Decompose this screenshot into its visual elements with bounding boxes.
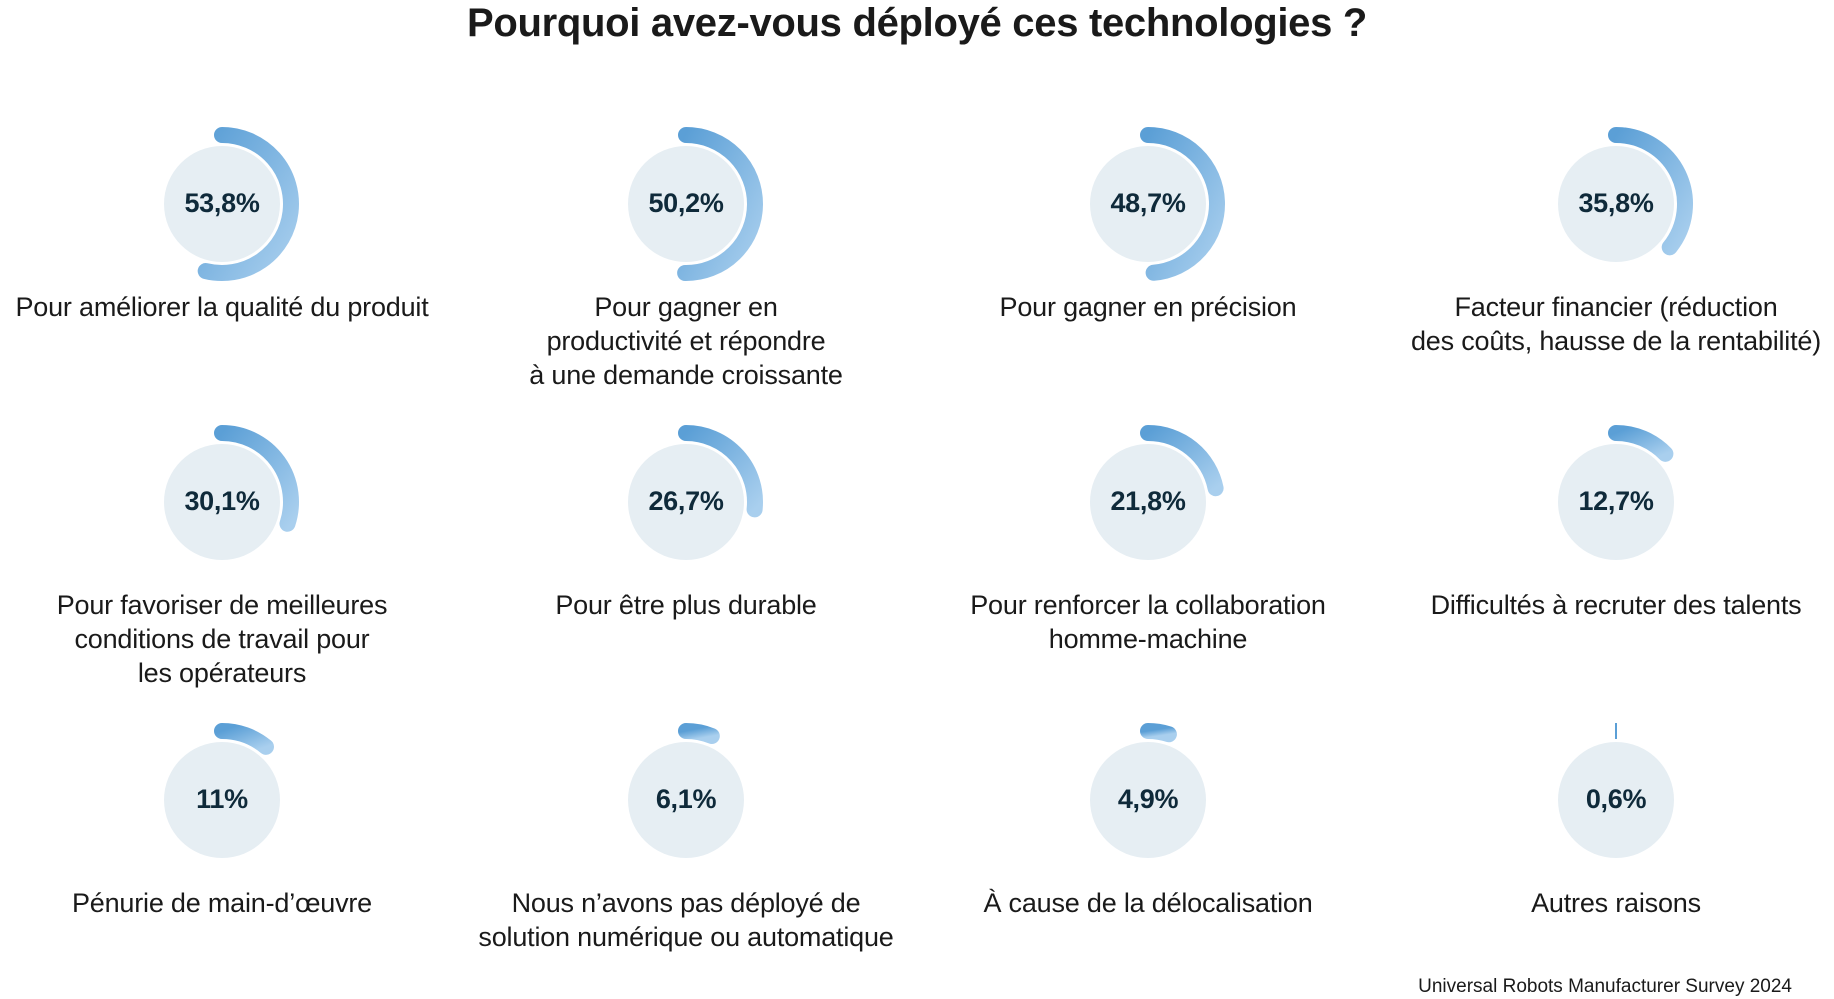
gauge-arc: [214, 425, 299, 532]
gauge-arc: [1140, 723, 1177, 743]
gauge-disc: [1090, 444, 1206, 560]
gauge-category-label: À cause de la délocalisation: [983, 888, 1313, 918]
gauge-arc: [197, 127, 299, 281]
gauge-category-label: Pour être plus durable: [555, 590, 817, 620]
gauge-value-label: 12,7%: [1578, 486, 1654, 516]
gauge-arc: [1608, 425, 1674, 462]
gauge-category-label: Pour améliorer la qualité du produit: [15, 292, 429, 322]
gauge-arc: [678, 723, 720, 745]
gauge-arc: [678, 425, 763, 518]
gauge-disc: [1090, 742, 1206, 858]
gauge-graphic: [1386, 716, 1834, 906]
gauge-graphic: [918, 120, 1378, 310]
gauge-disc: [164, 146, 280, 262]
gauge-svg: [1558, 425, 1674, 560]
gauge-svg: [628, 425, 763, 560]
chart-title: Pourquoi avez-vous déployé ces technolog…: [466, 1, 1368, 45]
gauge-arc: [677, 127, 763, 281]
gauge-category-label: Pour gagner en productivité et répondre …: [529, 292, 843, 390]
gauge-category-label: Pour favoriser de meilleures conditions …: [56, 590, 388, 688]
gauge-disc: [1558, 444, 1674, 560]
gauge-category-label: Nous n’avons pas déployé de solution num…: [478, 888, 894, 952]
gauge-arc: [1140, 425, 1224, 497]
gauge-category-label: Pour renforcer la collaboration homme-ma…: [970, 590, 1326, 654]
gauge-disc: [628, 444, 744, 560]
gauge-value-label: 30,1%: [184, 486, 260, 516]
gauge-disc: [164, 444, 280, 560]
gauge-value-label: 11%: [196, 784, 248, 814]
gauge-graphic: [0, 716, 452, 906]
gauge-svg: [628, 127, 763, 281]
gauge-value-label: 4,9%: [1117, 784, 1179, 814]
gauge-svg: [164, 127, 299, 281]
gauge-value-label: 0,6%: [1585, 784, 1647, 814]
gauge-graphic: [918, 716, 1378, 906]
gauge-arc: [1140, 127, 1225, 281]
gauge-svg: [1558, 127, 1693, 262]
gauge-graphic: [1386, 418, 1834, 608]
gauge-disc: [1090, 146, 1206, 262]
gauge-svg: [164, 723, 280, 858]
gauge-svg: [1090, 127, 1225, 281]
gauge-disc: [1558, 146, 1674, 262]
gauge-graphic: [0, 418, 452, 608]
gauge-graphic: [1386, 120, 1834, 310]
source-credit: Universal Robots Manufacturer Survey 202…: [1418, 976, 1792, 997]
gauge-svg: [164, 425, 299, 560]
gauge-arc: [1608, 127, 1693, 256]
gauge-category-label: Autres raisons: [1531, 888, 1701, 918]
gauge-category-label: Pénurie de main-d’œuvre: [71, 888, 373, 918]
gauge-disc: [628, 742, 744, 858]
gauge-value-label: 21,8%: [1110, 486, 1186, 516]
gauge-category-label: Facteur financier (réduction des coûts, …: [1410, 292, 1822, 356]
gauge-disc: [164, 742, 280, 858]
gauge-disc: [1558, 742, 1674, 858]
gauge-category-label: Pour gagner en précision: [999, 292, 1297, 322]
gauge-category-label: Difficultés à recruter des talents: [1430, 590, 1802, 620]
gauge-svg: [1090, 723, 1206, 858]
gauge-graphic: [456, 120, 916, 310]
gauge-value-label: 26,7%: [648, 486, 724, 516]
gauge-arc: [214, 723, 274, 755]
gauge-svg: [1558, 723, 1674, 858]
gauge-svg: [1090, 425, 1224, 560]
gauge-value-label: 35,8%: [1578, 188, 1654, 218]
gauge-value-label: 48,7%: [1110, 188, 1186, 218]
gauge-graphic: [456, 418, 916, 608]
gauge-disc: [628, 146, 744, 262]
gauge-value-label: 53,8%: [184, 188, 260, 218]
gauge-svg: [628, 723, 744, 858]
gauge-value-label: 6,1%: [655, 784, 717, 814]
gauge-graphic: [456, 716, 916, 906]
gauge-graphic: [0, 120, 452, 310]
gauge-value-label: 50,2%: [648, 188, 724, 218]
gauge-graphic: [918, 418, 1378, 608]
